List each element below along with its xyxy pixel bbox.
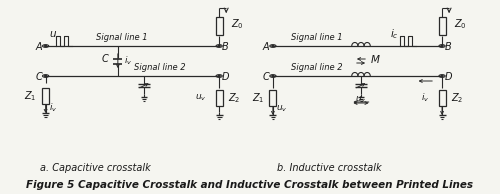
Text: Signal line 1: Signal line 1 [291, 34, 343, 42]
Text: $B$: $B$ [222, 40, 230, 52]
Text: $D$: $D$ [221, 70, 230, 82]
Text: $Z_0$: $Z_0$ [232, 17, 244, 31]
Circle shape [441, 46, 443, 47]
Circle shape [218, 75, 220, 76]
Circle shape [272, 46, 274, 47]
Text: $A$: $A$ [262, 40, 271, 52]
Text: $u$: $u$ [48, 29, 56, 39]
Text: $D$: $D$ [444, 70, 452, 82]
Circle shape [218, 46, 220, 47]
Circle shape [441, 75, 443, 76]
Text: Signal line 1: Signal line 1 [96, 34, 148, 42]
Text: $i_c$: $i_c$ [390, 27, 399, 41]
Text: $i_v$: $i_v$ [422, 92, 430, 104]
Text: $A$: $A$ [35, 40, 43, 52]
Text: $i_v$: $i_v$ [49, 102, 58, 114]
Bar [438, 90, 446, 106]
Text: $B$: $B$ [444, 40, 452, 52]
Bar [438, 17, 446, 35]
Text: $M$: $M$ [370, 53, 380, 65]
Bar [216, 17, 222, 35]
Text: $Z_2$: $Z_2$ [451, 91, 464, 105]
Text: $Z_2$: $Z_2$ [228, 91, 240, 105]
Text: $u_v$: $u_v$ [196, 93, 207, 103]
Text: $i_v$: $i_v$ [124, 55, 132, 67]
Circle shape [44, 75, 46, 76]
Text: Signal line 2: Signal line 2 [291, 63, 343, 73]
Text: $Z_1$: $Z_1$ [24, 89, 37, 103]
Text: Figure 5 Capacitive Crosstalk and Inductive Crosstalk between Printed Lines: Figure 5 Capacitive Crosstalk and Induct… [26, 180, 473, 190]
Text: $u_v$: $u_v$ [276, 104, 288, 114]
Bar [216, 90, 222, 106]
Text: $C$: $C$ [101, 52, 110, 64]
Text: $Z_1$: $Z_1$ [252, 91, 264, 105]
Text: b. Inductive crosstalk: b. Inductive crosstalk [277, 163, 382, 173]
Bar [42, 88, 49, 104]
Text: a. Capacitive crosstalk: a. Capacitive crosstalk [40, 163, 151, 173]
Text: $C$: $C$ [262, 70, 271, 82]
Text: Signal line 2: Signal line 2 [134, 63, 186, 73]
Text: $u_v$: $u_v$ [355, 95, 367, 105]
Circle shape [44, 46, 46, 47]
Bar [270, 90, 276, 106]
Text: $Z_0$: $Z_0$ [454, 17, 467, 31]
Circle shape [272, 75, 274, 76]
Text: $C$: $C$ [35, 70, 44, 82]
